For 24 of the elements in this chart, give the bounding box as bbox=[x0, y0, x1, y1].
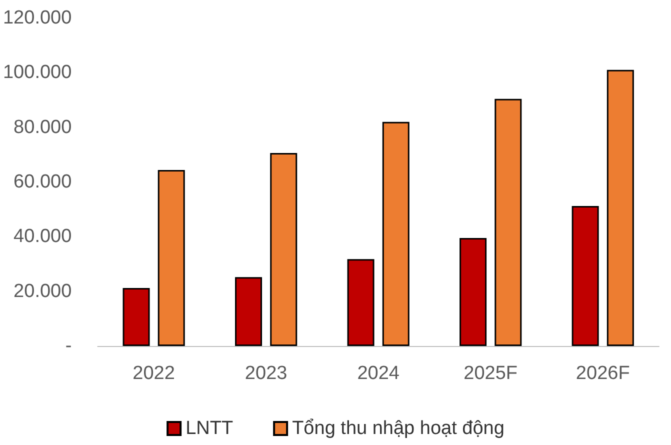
y-tick-label: 20.000 bbox=[14, 280, 72, 302]
bar bbox=[494, 98, 522, 346]
y-tick-label: 60.000 bbox=[14, 172, 72, 192]
bar bbox=[606, 70, 634, 346]
y-tick-label: 40.000 bbox=[14, 226, 72, 248]
x-tick-label: 2026F bbox=[576, 363, 630, 384]
x-tick-label: 2024 bbox=[357, 363, 400, 384]
y-tick-label: 120.000 bbox=[2, 8, 72, 28]
legend-label: LNTT bbox=[186, 418, 234, 439]
bar bbox=[158, 170, 185, 346]
bar bbox=[572, 206, 599, 346]
x-tick-label: 2022 bbox=[132, 363, 175, 384]
x-tick-label: 2025F bbox=[464, 363, 518, 384]
legend-label: Tổng thu nhập hoạt động bbox=[292, 418, 504, 439]
x-tick-label: 2023 bbox=[244, 363, 288, 384]
bar bbox=[382, 122, 410, 346]
bar bbox=[460, 238, 487, 346]
bar bbox=[347, 259, 374, 346]
y-tick-label: 100.000 bbox=[2, 62, 72, 84]
bar bbox=[270, 153, 298, 346]
y-tick-label: 80.000 bbox=[14, 116, 72, 138]
bar bbox=[235, 277, 262, 346]
bar bbox=[122, 288, 150, 346]
y-tick-label: - bbox=[65, 336, 72, 356]
